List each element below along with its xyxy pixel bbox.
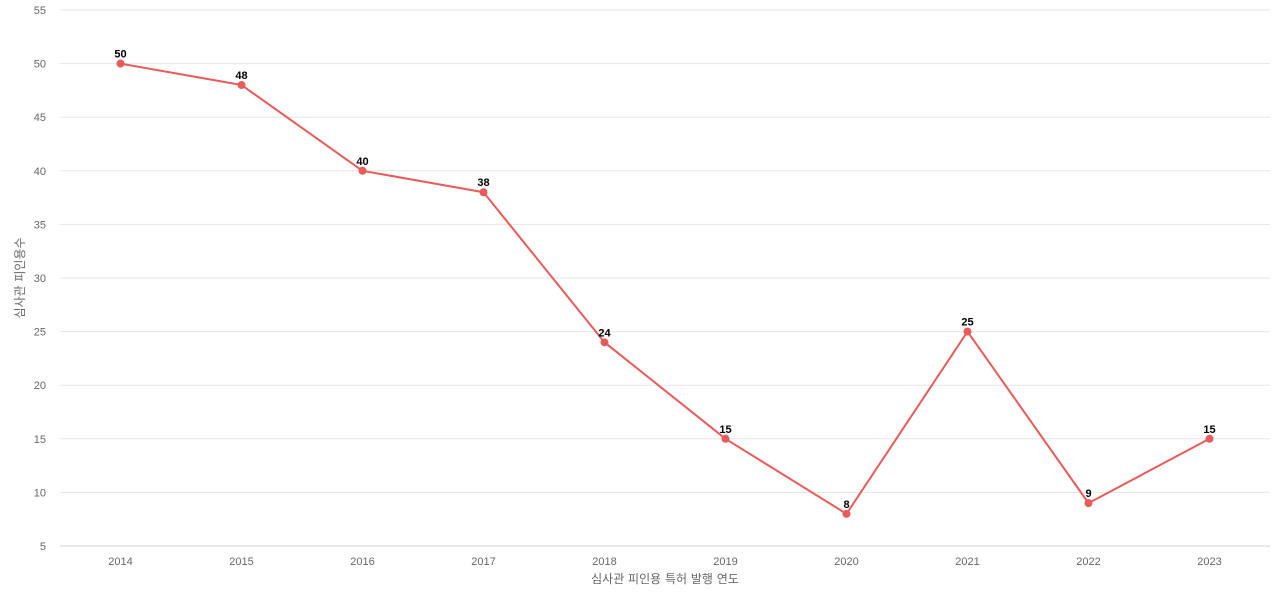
data-label: 15 [719, 424, 731, 436]
data-label: 15 [1203, 424, 1215, 436]
data-label: 8 [843, 499, 849, 511]
y-tick-label: 20 [34, 380, 46, 392]
y-axis-ticks: 5 10 15 20 25 30 35 40 45 50 55 [34, 5, 46, 553]
data-point [479, 188, 488, 197]
data-label: 9 [1085, 488, 1091, 500]
x-tick-label: 2023 [1197, 556, 1221, 568]
y-tick-label: 40 [34, 166, 46, 178]
data-point [842, 509, 851, 518]
y-axis-title: 심사관 피인용수 [13, 237, 27, 318]
data-label: 24 [598, 327, 611, 339]
data-point [116, 59, 125, 68]
x-tick-label: 2017 [471, 556, 495, 568]
y-tick-label: 55 [34, 5, 46, 17]
data-point [1205, 434, 1214, 443]
x-tick-label: 2020 [834, 556, 858, 568]
x-tick-label: 2019 [713, 556, 737, 568]
gridlines [60, 9, 1270, 547]
data-point [1084, 499, 1093, 508]
y-tick-label: 25 [34, 327, 46, 339]
x-tick-label: 2021 [955, 556, 979, 568]
series-layer [116, 59, 1214, 518]
data-label: 50 [114, 49, 126, 61]
data-label: 38 [477, 177, 489, 189]
data-label: 48 [235, 70, 247, 82]
y-tick-label: 15 [34, 434, 46, 446]
data-label: 25 [961, 317, 973, 329]
x-axis-ticks: 2014 2015 2016 2017 2018 2019 2020 2021 2022 2023 [108, 556, 1221, 568]
data-labels: 50 48 40 38 24 15 8 25 9 15 [114, 49, 1215, 511]
y-tick-label: 35 [34, 219, 46, 231]
y-tick-label: 50 [34, 59, 46, 71]
y-tick-label: 45 [34, 112, 46, 124]
x-axis-title: 심사관 피인용 특허 발행 연도 [591, 571, 739, 586]
data-point [600, 338, 609, 347]
data-point [721, 434, 730, 443]
data-point [237, 81, 246, 90]
x-tick-label: 2014 [108, 556, 132, 568]
y-tick-label: 5 [40, 541, 46, 553]
data-label: 40 [356, 156, 368, 168]
data-point [963, 327, 972, 336]
x-tick-label: 2015 [229, 556, 253, 568]
x-tick-label: 2022 [1076, 556, 1100, 568]
y-tick-label: 10 [34, 487, 46, 499]
data-point [358, 166, 367, 175]
y-tick-label: 30 [34, 273, 46, 285]
x-tick-label: 2018 [592, 556, 616, 568]
series-line [120, 62, 1210, 515]
x-tick-label: 2016 [350, 556, 374, 568]
